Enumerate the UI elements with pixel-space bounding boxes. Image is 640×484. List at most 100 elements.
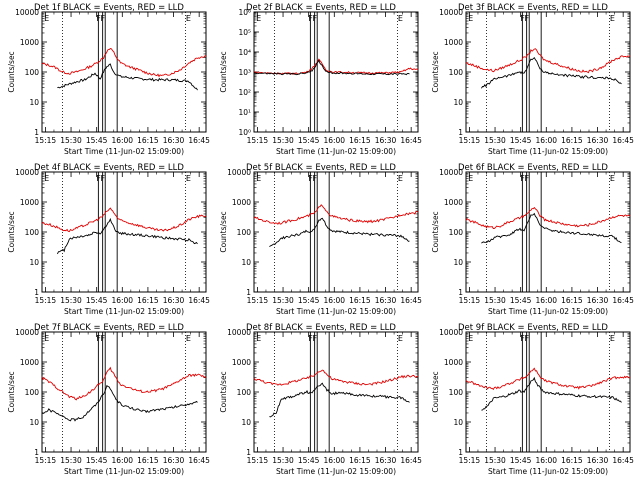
x-tick-label: 15:15 [247, 136, 269, 145]
y-tick-label: 10000 [439, 8, 463, 17]
y-tick-label: 1000 [20, 198, 39, 207]
x-tick-label: 15:45 [510, 136, 532, 145]
y-tick-label: 10 [453, 258, 463, 267]
flag-letter: F [525, 174, 530, 183]
y-tick-label: 10³ [238, 68, 251, 77]
x-tick-label: 15:30 [272, 136, 294, 145]
x-tick-label: 16:45 [400, 296, 422, 305]
x-tick-label: 16:45 [612, 136, 634, 145]
y-tick-label: 1000 [20, 38, 39, 47]
x-tick-label: 15:45 [86, 136, 108, 145]
y-axis-label: Counts/sec [7, 51, 16, 92]
x-tick-label: 15:45 [510, 456, 532, 465]
panel-det-8: Det 8f BLACK = Events, RED = LLD 1 10 100 10… [219, 323, 422, 476]
x-axis-label: Start Time (11-Jun-02 15:09:00) [64, 467, 184, 476]
flag-letter: F [520, 14, 525, 23]
y-axis-label: Counts/sec [431, 211, 440, 252]
x-tick-label: 15:45 [298, 296, 320, 305]
x-tick-label: 15:15 [459, 456, 481, 465]
panel-det-6: Det 6f BLACK = Events, RED = LLD 1 10 100 10… [431, 163, 634, 316]
y-tick-label: 1000 [444, 38, 463, 47]
y-tick-label: 10 [241, 258, 251, 267]
flag-letter: F [308, 14, 313, 23]
y-tick-label: 100 [25, 68, 40, 77]
y-tick-label: 10000 [227, 168, 251, 177]
y-tick-label: 10000 [227, 328, 251, 337]
panel-det-7: Det 7f BLACK = Events, RED = LLD 1 10 100 10… [7, 323, 210, 476]
panel-title: Det 7f BLACK = Events, RED = LLD [34, 323, 184, 333]
y-tick-label: 1000 [232, 358, 251, 367]
x-tick-label: 15:45 [298, 456, 320, 465]
series-lld [465, 206, 631, 229]
panel-title: Det 5f BLACK = Events, RED = LLD [246, 163, 396, 173]
y-tick-label: 100 [237, 228, 252, 237]
y-tick-label: 10 [29, 418, 39, 427]
x-tick-label: 16:30 [163, 136, 185, 145]
series-events [253, 59, 410, 76]
y-axis-label: Counts/sec [7, 371, 16, 412]
x-tick-label: 16:30 [163, 456, 185, 465]
series-events [57, 63, 198, 91]
x-tick-label: 16:15 [137, 296, 159, 305]
y-tick-label: 1 [34, 128, 39, 137]
y-tick-label: 1000 [444, 358, 463, 367]
flag-letter: F [96, 174, 101, 183]
series-lld [465, 48, 631, 74]
panel-det-5: Det 5f BLACK = Events, RED = LLD 1 10 100 10… [219, 163, 422, 316]
x-tick-label: 16:00 [535, 456, 557, 465]
y-axis-label: Counts/sec [7, 211, 16, 252]
flag-letter: F [101, 174, 106, 183]
y-tick-label: 10² [238, 88, 251, 97]
y-tick-label: 10¹ [238, 108, 251, 117]
flag-letter: E [186, 14, 191, 23]
series-lld [41, 207, 207, 233]
flag-letter: E [256, 174, 261, 183]
series-lld [254, 58, 419, 75]
x-axis-label: Start Time (11-Jun-02 15:09:00) [64, 307, 184, 316]
flag-letter: F [520, 334, 525, 343]
y-tick-label: 1 [246, 288, 251, 297]
panel-det-4: Det 4f BLACK = Events, RED = LLD 1 10 100 10… [7, 163, 210, 316]
plot-frame [41, 11, 207, 133]
flag-letter: E [44, 174, 49, 183]
y-tick-label: 100 [25, 388, 40, 397]
y-tick-label: 10⁵ [238, 28, 251, 37]
x-tick-label: 16:30 [375, 456, 397, 465]
y-tick-label: 1 [458, 288, 463, 297]
x-tick-label: 16:15 [137, 136, 159, 145]
flag-letter: E [398, 174, 403, 183]
y-tick-label: 10000 [439, 168, 463, 177]
x-tick-label: 16:15 [561, 296, 583, 305]
flag-letter: E [186, 174, 191, 183]
series-lld [253, 204, 419, 225]
panel-title: Det 8f BLACK = Events, RED = LLD [246, 323, 396, 333]
series-events [56, 217, 198, 255]
x-axis-label: Start Time (11-Jun-02 15:09:00) [488, 467, 608, 476]
x-tick-label: 16:15 [349, 456, 371, 465]
x-tick-label: 16:00 [111, 136, 133, 145]
plot-frame [465, 171, 631, 293]
x-tick-label: 16:15 [561, 456, 583, 465]
x-tick-label: 15:30 [484, 136, 506, 145]
panel-title: Det 3f BLACK = Events, RED = LLD [458, 3, 608, 13]
flag-letter: E [398, 14, 403, 23]
x-axis-label: Start Time (11-Jun-02 15:09:00) [276, 307, 396, 316]
y-tick-label: 100 [449, 68, 464, 77]
flag-letter: E [186, 334, 191, 343]
y-tick-label: 10 [453, 98, 463, 107]
x-tick-label: 16:00 [323, 296, 345, 305]
y-tick-label: 1 [458, 448, 463, 457]
y-axis-label: Counts/sec [219, 371, 228, 412]
x-tick-label: 16:00 [535, 136, 557, 145]
flag-letter: F [96, 14, 101, 23]
flag-letter: F [313, 14, 318, 23]
y-axis-label: Counts/sec [219, 211, 228, 252]
flag-letter: E [468, 174, 473, 183]
x-tick-label: 15:30 [60, 296, 82, 305]
y-tick-label: 1 [458, 128, 463, 137]
y-tick-label: 10⁰ [238, 128, 251, 137]
panel-title: Det 6f BLACK = Events, RED = LLD [458, 163, 608, 173]
x-tick-label: 16:15 [561, 136, 583, 145]
series-lld [253, 369, 419, 386]
